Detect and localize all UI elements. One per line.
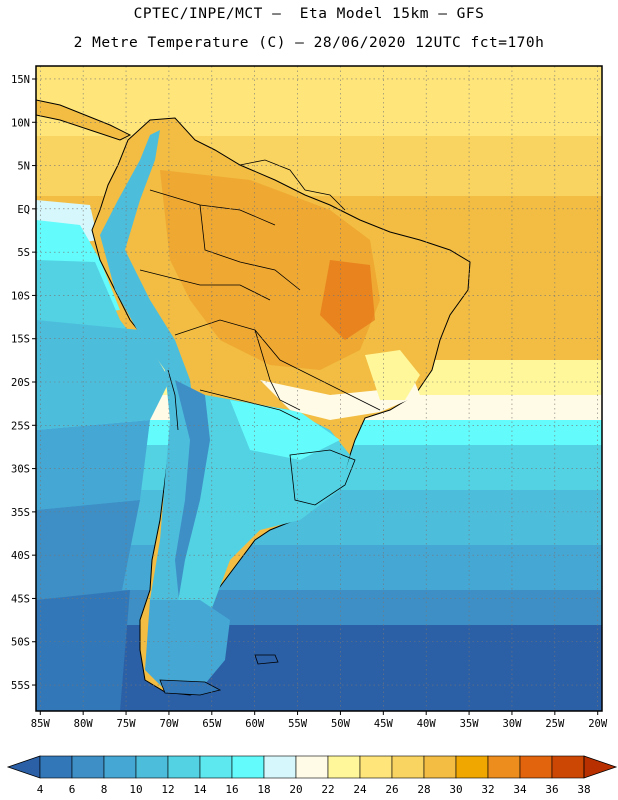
latitude-tick-label: 20S — [11, 377, 30, 389]
latitude-tick-label: 25S — [11, 420, 30, 432]
latitude-tick-label: 35S — [11, 507, 30, 519]
latitude-tick-label: 5S — [17, 247, 30, 259]
map-frame — [35, 65, 603, 712]
latitude-axis-labels: 15N 10N 5N EQ 5S 10S 15S 20S 25S 30S 35S 40S 45S 50S 5… — [11, 74, 36, 692]
atlantic-band-6 — [36, 625, 602, 711]
longitude-tick-label: 20W — [588, 718, 608, 730]
pacific-band-14 — [36, 320, 170, 430]
pacific-band-10 — [36, 500, 140, 600]
colorbar-swatch — [135, 755, 169, 779]
latitude-tick-label: 5N — [17, 161, 30, 173]
longitude-tick-label: 70W — [159, 718, 179, 730]
chaco-cool — [230, 400, 340, 460]
pacific-band-8 — [36, 590, 130, 711]
southeast-brazil-mild — [260, 370, 420, 420]
caribbean-band — [36, 66, 602, 136]
latitude-tick-label: 50S — [11, 637, 30, 649]
latitude-tick-label: 10N — [11, 117, 30, 129]
latitude-tick-label: 45S — [11, 593, 30, 605]
colorbar-swatch — [359, 755, 393, 779]
colorbar-label: 18 — [257, 783, 270, 796]
longitude-tick-label: 80W — [74, 718, 94, 730]
atlantic-band-10 — [36, 590, 602, 630]
longitude-tick-label: 65W — [202, 718, 222, 730]
longitude-tick-label: 30W — [502, 718, 522, 730]
longitude-tick-label: 60W — [245, 718, 265, 730]
longitude-tick-label: 85W — [31, 718, 51, 730]
colorbar-swatch — [551, 755, 585, 779]
latitude-tick-label: 15N — [11, 74, 30, 86]
colorbar-swatch — [263, 755, 297, 779]
colorbar-label: 16 — [225, 783, 238, 796]
colorbar-label: 32 — [481, 783, 494, 796]
colorbar-label: 6 — [69, 783, 76, 796]
colorbar-label: 20 — [289, 783, 302, 796]
colorbar-swatch — [327, 755, 361, 779]
colorbar-label: 10 — [129, 783, 142, 796]
colorbar-swatch — [487, 755, 521, 779]
colorbar-label: 8 — [101, 783, 108, 796]
colorbar-min-arrow — [6, 755, 41, 779]
longitude-tick-label: 55W — [288, 718, 308, 730]
temperature-colorbar: 4 6 8 10 12 14 16 18 20 22 24 26 28 30 32 34 36 38 — [6, 755, 618, 796]
falklands-island — [254, 654, 279, 665]
colorbar-swatch — [199, 755, 233, 779]
temperature-field — [36, 66, 602, 711]
colorbar-label: 30 — [449, 783, 462, 796]
colorbar-label: 22 — [321, 783, 334, 796]
latitude-tick-label: 15S — [11, 334, 30, 346]
patagonia-cold — [145, 600, 230, 690]
colorbar-swatch — [295, 755, 329, 779]
colorbar-swatch — [519, 755, 553, 779]
tierra-del-fuego — [159, 679, 222, 696]
colorbar-label: 36 — [545, 783, 558, 796]
longitude-tick-label: 40W — [417, 718, 437, 730]
colorbar-swatch — [231, 755, 265, 779]
latitude-tick-label: 55S — [11, 680, 30, 692]
longitude-tick-label: 50W — [331, 718, 351, 730]
country-borders — [139, 159, 381, 506]
map-title-line-1: CPTEC/INPE/MCT – Eta Model 15km – GFS — [133, 6, 485, 22]
colorbar-label: 34 — [513, 783, 527, 796]
southern-cone-cool — [175, 395, 350, 670]
colorbar-label: 4 — [37, 783, 44, 796]
colorbar-swatch — [167, 755, 201, 779]
pacific-band-12 — [36, 420, 150, 510]
longitude-tick-label: 75W — [117, 718, 137, 730]
longitude-tick-label: 25W — [545, 718, 565, 730]
southern-andes-colder — [175, 380, 215, 610]
colorbar-label: 14 — [193, 783, 207, 796]
colorbar-max-arrow — [583, 755, 618, 779]
colorbar-label: 26 — [385, 783, 398, 796]
colorbar-label: 24 — [353, 783, 367, 796]
colorbar-swatch — [103, 755, 137, 779]
colorbar-label: 28 — [417, 783, 430, 796]
longitude-tick-label: 35W — [460, 718, 480, 730]
central-brazil-hot-spot — [320, 260, 375, 340]
colorbar-swatch — [71, 755, 105, 779]
minas-mild — [365, 350, 420, 400]
longitude-axis-labels: 85W 80W 75W 70W 65W 60W 55W 50W 45W 40W 35W 30W 25W 2… — [31, 711, 608, 730]
colorbar-label: 12 — [161, 783, 174, 796]
colorbar-swatch — [391, 755, 425, 779]
colorbar-swatch — [423, 755, 457, 779]
longitude-tick-label: 45W — [374, 718, 394, 730]
latitude-tick-label: 10S — [11, 290, 30, 302]
latitude-tick-label: 40S — [11, 550, 30, 562]
colorbar-swatch — [39, 755, 73, 779]
atlantic-band-12 — [36, 545, 602, 595]
latitude-tick-label: 30S — [11, 464, 30, 476]
colorbar-swatch — [455, 755, 489, 779]
colorbar-label: 38 — [577, 783, 590, 796]
map-title-line-2: 2 Metre Temperature (C) – 28/06/2020 12U… — [73, 35, 545, 51]
andes-cold-strip — [100, 130, 200, 680]
latitude-tick-label: EQ — [17, 204, 30, 216]
